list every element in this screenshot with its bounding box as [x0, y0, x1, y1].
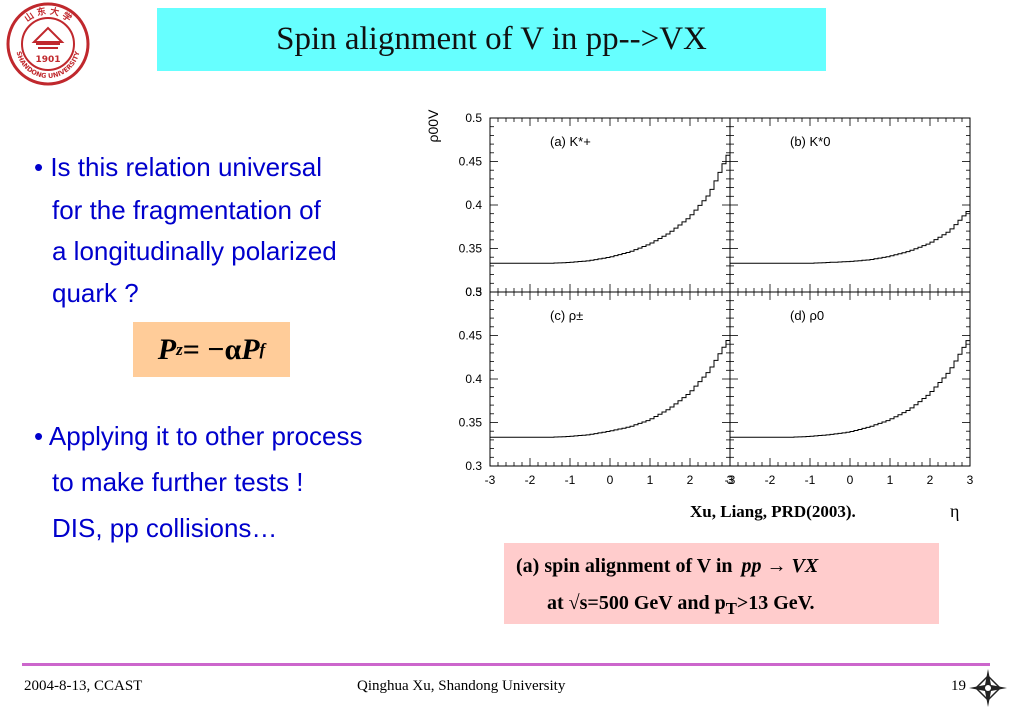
- series-line-4: [730, 340, 970, 438]
- series-line-3: [490, 340, 730, 438]
- x-tick-label: -2: [525, 473, 536, 487]
- y-axis-label: ρ00V: [425, 109, 441, 143]
- caption-text2: at √s=500 GeV and p: [547, 592, 726, 614]
- panel-label: (a) K*+: [550, 134, 591, 149]
- caption-sub: T: [725, 599, 737, 618]
- y-tick-label: 0.3: [465, 459, 482, 473]
- panel-label: (b) K*0: [790, 134, 830, 149]
- svg-text:山 东 大 学: 山 东 大 学: [22, 5, 74, 25]
- slide-title: Spin alignment of V in pp-->VX: [276, 21, 707, 57]
- footer-date: 2004-8-13, CCAST: [24, 678, 143, 694]
- panel-frame: [729, 117, 971, 293]
- series-line-2: [730, 211, 970, 264]
- caption-text1: (a) spin alignment of V in: [516, 555, 738, 577]
- chart-citation: Xu, Liang, PRD(2003).: [690, 502, 856, 521]
- footer-author: Qinghua Xu, Shandong University: [357, 678, 566, 694]
- page-number: 19: [951, 678, 966, 694]
- x-tick-label: 1: [647, 473, 654, 487]
- logo-roof-icon: [31, 26, 65, 43]
- bullet2-line1: • Applying it to other process: [34, 421, 363, 451]
- y-tick-label: 0.45: [459, 329, 483, 343]
- x-tick-label: 3: [727, 473, 734, 487]
- series-line-1: [490, 154, 730, 264]
- bullet2-line2: to make further tests !: [52, 467, 304, 497]
- x-tick-label: -3: [725, 473, 736, 487]
- caption-process: pp → VX: [741, 555, 819, 577]
- x-tick-label: -3: [485, 473, 496, 487]
- title-box: Spin alignment of V in pp-->VX: [157, 8, 826, 71]
- formula-lhs-sub: z: [176, 339, 183, 359]
- x-tick-label: 2: [687, 473, 694, 487]
- formula-rhs-sub: f: [259, 339, 266, 359]
- x-tick-label: 1: [887, 473, 894, 487]
- footer-divider: [22, 663, 990, 666]
- logo-top-text: 山 东 大 学: [22, 5, 74, 25]
- bullet1-line4: quark ?: [52, 278, 139, 308]
- panel-frame: [729, 291, 971, 467]
- x-tick-label: 0: [847, 473, 854, 487]
- panel-label: (c) ρ±: [550, 308, 583, 323]
- x-tick-label: 2: [927, 473, 934, 487]
- university-logo: 山 东 大 学 SHANDONG UNIVERSITY 1901: [6, 2, 90, 86]
- y-tick-label: 0.5: [465, 285, 482, 299]
- formula-lhs: P: [157, 332, 177, 366]
- compass-star-icon: [969, 669, 1007, 707]
- x-tick-label: 0: [607, 473, 614, 487]
- y-tick-label: 0.4: [465, 198, 482, 212]
- bullet2-line3: DIS, pp collisions…: [52, 513, 278, 543]
- bullet1-line2: for the fragmentation of: [52, 195, 321, 225]
- logo-wave-icon: [36, 43, 60, 49]
- y-tick-label: 0.4: [465, 372, 482, 386]
- logo-year: 1901: [35, 55, 60, 65]
- x-tick-label: 3: [967, 473, 974, 487]
- panel-frame: [489, 291, 731, 467]
- caption-line2: at √s=500 GeV and pT>13 GeV.: [547, 592, 815, 619]
- panel-frame: [489, 117, 731, 293]
- formula-operator: = −α: [182, 332, 242, 366]
- y-tick-label: 0.35: [459, 242, 483, 256]
- y-tick-label: 0.5: [465, 111, 482, 125]
- caption-box: (a) spin alignment of V in pp → VX at √s…: [504, 543, 939, 624]
- x-axis-label: η: [950, 501, 959, 521]
- caption-line1: (a) spin alignment of V in pp → VX: [516, 555, 818, 578]
- x-tick-label: -1: [805, 473, 816, 487]
- bullet1-line3: a longitudinally polarized: [52, 236, 337, 266]
- caption-text3: >13 GeV.: [736, 592, 815, 614]
- panel-label: (d) ρ0: [790, 308, 824, 323]
- y-tick-label: 0.3: [465, 285, 482, 299]
- x-tick-label: -1: [565, 473, 576, 487]
- y-tick-label: 0.35: [459, 416, 483, 430]
- formula-rhs: P: [241, 332, 260, 366]
- spin-alignment-chart: (a) K*+ (b) K*0 (c) ρ± (d) ρ0 0.3 0.35 0.4 0.45…: [425, 109, 974, 521]
- bullet1-line1: • Is this relation universal: [34, 152, 323, 182]
- x-tick-label: -2: [765, 473, 776, 487]
- y-tick-label: 0.45: [459, 155, 483, 169]
